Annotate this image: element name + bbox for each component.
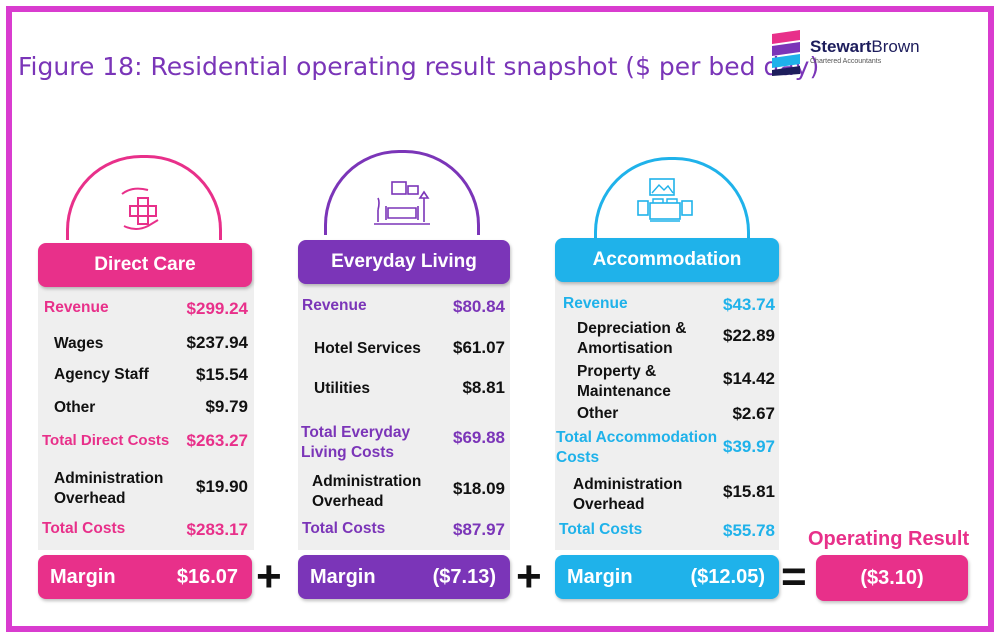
plus-operator-2: +: [516, 552, 542, 601]
hands-cross-icon: [121, 187, 159, 230]
accommodation-header: Accommodation: [555, 238, 779, 282]
logo-subtitle: Chartered Accountants: [810, 58, 882, 65]
accommodation-depreciation-value: $22.89: [723, 326, 775, 345]
everyday-living-total-direct-value: $69.88: [453, 428, 505, 447]
direct-care-wages-value: $237.94: [186, 333, 248, 352]
everyday-living-total-direct-label: Total Everyday Living Costs: [301, 424, 411, 461]
accommodation-property-value: $14.42: [723, 369, 775, 388]
everyday-living-margin-label: Margin: [310, 566, 376, 588]
operating-result-label: Operating Result: [808, 528, 970, 550]
accommodation-other-label: Other: [577, 405, 619, 422]
everyday-living-admin-label: Administration Overhead: [312, 473, 422, 510]
direct-care-other-value: $9.79: [205, 397, 248, 416]
everyday-living-total-costs-value: $87.97: [453, 520, 505, 539]
living-room-icon: [374, 181, 430, 225]
everyday-living-admin-value: $18.09: [453, 479, 505, 498]
direct-care-total-direct-value: $263.27: [186, 431, 248, 450]
accommodation-total-direct-label: Total Accommodation Costs: [556, 429, 718, 466]
direct-care-other-label: Other: [54, 399, 96, 416]
everyday-living-hotel-value: $61.07: [453, 338, 505, 357]
direct-care-header: Direct Care: [38, 243, 252, 287]
everyday-living-hotel-label: Hotel Services: [314, 340, 421, 357]
everyday-living-panel: [298, 270, 510, 550]
accommodation-depreciation-label: Depreciation & Amortisation: [577, 320, 687, 357]
accommodation-margin-label: Margin: [567, 566, 633, 588]
direct-care-margin-label: Margin: [50, 566, 116, 588]
accommodation-panel: [555, 266, 779, 550]
accommodation-total-costs-value: $55.78: [723, 521, 775, 540]
accommodation-property-label: Property & Maintenance: [577, 363, 671, 400]
direct-care-total-direct-label: Total Direct Costs: [42, 432, 170, 449]
everyday-living-total-costs-label: Total Costs: [302, 520, 386, 537]
everyday-living-utilities-value: $8.81: [462, 378, 505, 397]
logo-name: StewartBrown: [810, 37, 920, 56]
everyday-living-revenue-value: $80.84: [453, 297, 505, 316]
direct-care-revenue-label: Revenue: [44, 299, 109, 316]
direct-care-admin-value: $19.90: [196, 477, 248, 496]
direct-care-agency-value: $15.54: [196, 365, 248, 384]
everyday-living-margin-value: ($7.13): [432, 566, 496, 588]
bed-icon: [637, 178, 693, 222]
direct-care-total-costs-label: Total Costs: [42, 520, 126, 537]
everyday-living-header: Everyday Living: [298, 240, 510, 284]
figure-title: Figure 18: Residential operating result …: [18, 52, 820, 81]
accommodation-admin-value: $15.81: [723, 482, 775, 501]
stewart-brown-logo: StewartBrown Chartered Accountants: [770, 30, 940, 80]
accommodation-revenue-value: $43.74: [723, 295, 775, 314]
direct-care-revenue-value: $299.24: [186, 299, 248, 318]
accommodation-margin-value: ($12.05): [690, 566, 766, 588]
direct-care-panel: [38, 270, 254, 550]
accommodation-total-costs-label: Total Costs: [559, 521, 643, 538]
logo-mark-icon: [772, 30, 800, 76]
everyday-living-margin: Margin ($7.13): [298, 555, 510, 599]
accommodation-revenue-label: Revenue: [563, 295, 628, 312]
direct-care-total-costs-value: $283.17: [186, 520, 248, 539]
accommodation-total-direct-value: $39.97: [723, 437, 775, 456]
direct-care-margin-value: $16.07: [176, 566, 238, 588]
direct-care-margin: Margin $16.07: [38, 555, 252, 599]
everyday-living-revenue-label: Revenue: [302, 297, 367, 314]
accommodation-margin: Margin ($12.05): [555, 555, 779, 599]
accommodation-admin-label: Administration Overhead: [573, 476, 683, 513]
direct-care-agency-label: Agency Staff: [54, 366, 149, 383]
operating-result-value: ($3.10): [816, 555, 968, 601]
equals-operator: =: [781, 552, 807, 601]
everyday-living-utilities-label: Utilities: [314, 380, 370, 397]
accommodation-other-value: $2.67: [732, 404, 775, 423]
plus-operator-1: +: [256, 552, 282, 601]
direct-care-admin-label: Administration Overhead: [54, 470, 164, 507]
direct-care-wages-label: Wages: [54, 335, 104, 352]
